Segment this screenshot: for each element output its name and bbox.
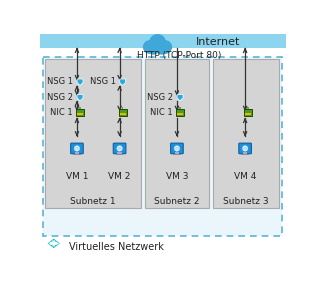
Bar bbox=[73, 154, 81, 155]
Circle shape bbox=[53, 243, 55, 244]
Circle shape bbox=[55, 243, 57, 244]
Text: Internet: Internet bbox=[196, 37, 240, 48]
FancyBboxPatch shape bbox=[244, 109, 252, 116]
Bar bbox=[245, 113, 251, 115]
Bar bbox=[213, 59, 279, 208]
Bar bbox=[177, 113, 183, 115]
FancyBboxPatch shape bbox=[76, 109, 84, 116]
Text: VM 1: VM 1 bbox=[66, 172, 88, 181]
Bar bbox=[122, 107, 123, 109]
Polygon shape bbox=[77, 79, 83, 85]
Bar bbox=[243, 152, 247, 154]
Circle shape bbox=[174, 146, 180, 151]
Circle shape bbox=[117, 146, 122, 151]
Bar bbox=[175, 152, 179, 154]
Text: NSG 2: NSG 2 bbox=[47, 93, 73, 102]
FancyBboxPatch shape bbox=[239, 143, 252, 154]
Bar bbox=[179, 107, 181, 109]
FancyBboxPatch shape bbox=[171, 143, 183, 154]
Polygon shape bbox=[77, 95, 83, 101]
Circle shape bbox=[159, 41, 171, 53]
Circle shape bbox=[149, 45, 158, 54]
Text: Subnetz 3: Subnetz 3 bbox=[224, 197, 269, 206]
Bar bbox=[173, 154, 181, 155]
Bar bbox=[116, 154, 123, 155]
Text: NIC 1: NIC 1 bbox=[51, 108, 73, 117]
Polygon shape bbox=[120, 79, 126, 85]
Circle shape bbox=[74, 146, 80, 151]
FancyBboxPatch shape bbox=[119, 109, 127, 116]
Circle shape bbox=[51, 243, 52, 244]
Text: VM 4: VM 4 bbox=[234, 172, 256, 181]
Text: NSG 1: NSG 1 bbox=[90, 77, 116, 86]
Bar bbox=[77, 113, 83, 115]
Bar bbox=[117, 152, 122, 154]
Circle shape bbox=[157, 45, 166, 54]
Bar bbox=[45, 59, 141, 208]
Text: Virtuelles Netzwerk: Virtuelles Netzwerk bbox=[69, 242, 164, 252]
Bar bbox=[145, 59, 209, 208]
Text: VM 2: VM 2 bbox=[108, 172, 131, 181]
Circle shape bbox=[144, 41, 156, 53]
Bar bbox=[43, 57, 282, 236]
Bar bbox=[247, 107, 249, 109]
FancyBboxPatch shape bbox=[71, 143, 83, 154]
FancyBboxPatch shape bbox=[113, 143, 126, 154]
Polygon shape bbox=[177, 95, 183, 101]
Text: VM 3: VM 3 bbox=[166, 172, 188, 181]
Text: NIC 1: NIC 1 bbox=[150, 108, 173, 117]
Bar bbox=[120, 113, 126, 115]
Bar bbox=[79, 107, 81, 109]
Bar bbox=[241, 154, 249, 155]
Text: Subnetz 1: Subnetz 1 bbox=[70, 197, 116, 206]
Circle shape bbox=[242, 146, 248, 151]
Text: HTTP (TCP-Port 80): HTTP (TCP-Port 80) bbox=[137, 51, 221, 60]
Bar bbox=[40, 34, 286, 48]
Bar bbox=[75, 152, 79, 154]
Text: NSG 1: NSG 1 bbox=[47, 77, 73, 86]
FancyBboxPatch shape bbox=[176, 109, 184, 116]
Text: Subnetz 2: Subnetz 2 bbox=[154, 197, 200, 206]
Circle shape bbox=[150, 35, 165, 50]
Polygon shape bbox=[47, 238, 61, 249]
Text: NSG 2: NSG 2 bbox=[147, 93, 173, 102]
